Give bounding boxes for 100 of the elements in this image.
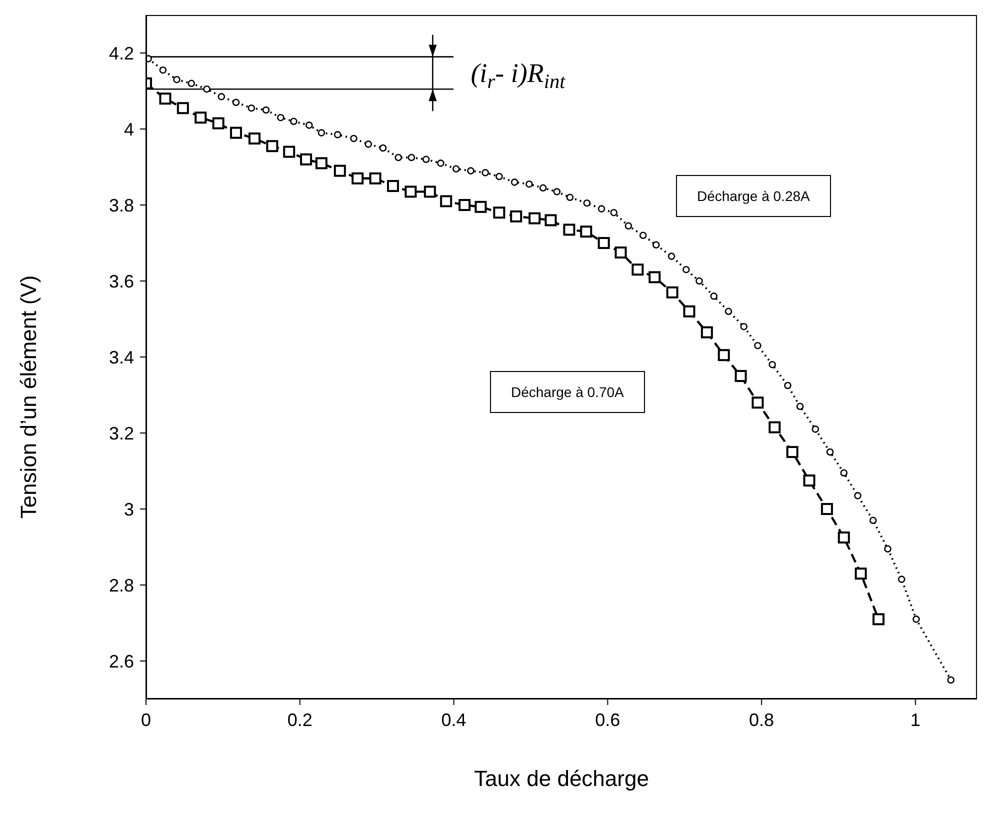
point: [159, 92, 172, 105]
point: [528, 212, 541, 224]
point: [668, 252, 676, 260]
x-axis-title: Taux de décharge: [474, 766, 649, 791]
x-tick-label: 0.6: [595, 710, 620, 730]
point: [580, 226, 592, 238]
point: [566, 194, 574, 202]
y-tick-label: 3.2: [108, 423, 134, 444]
point: [364, 140, 372, 148]
x-tick-label: 0.8: [749, 710, 774, 730]
text: Décharge à 0.70A: [490, 371, 645, 413]
point: [752, 396, 764, 409]
point: [869, 516, 877, 524]
point: [218, 93, 226, 100]
point: [318, 129, 326, 136]
point: [315, 157, 328, 170]
point: [173, 76, 180, 84]
point: [248, 104, 256, 112]
point: [614, 246, 627, 258]
point: [632, 264, 644, 276]
point: [624, 222, 632, 230]
point: [563, 224, 576, 236]
point: [194, 112, 207, 124]
point: [300, 153, 312, 166]
point: [700, 326, 713, 338]
point: [840, 469, 848, 477]
point: [768, 421, 781, 434]
point: [526, 180, 533, 188]
point: [734, 370, 747, 382]
point: [305, 122, 313, 129]
point: [334, 131, 342, 138]
point: [768, 360, 776, 368]
point: [812, 426, 820, 433]
point: [277, 114, 284, 122]
point: [350, 134, 358, 142]
y-tick-label: 4: [124, 119, 134, 140]
point: [598, 205, 606, 212]
point: [583, 199, 591, 207]
x-tick-label: 1: [910, 710, 920, 730]
point: [510, 178, 518, 186]
y-tick-label: 3.4: [108, 347, 134, 368]
point: [424, 186, 436, 198]
point: [724, 308, 732, 316]
point: [872, 613, 885, 626]
point: [598, 237, 610, 249]
point: [510, 210, 522, 222]
x-tick-label: 0.4: [441, 710, 466, 730]
point: [696, 277, 703, 285]
point: [553, 188, 561, 196]
point: [740, 322, 748, 330]
point: [188, 80, 196, 88]
point: [369, 172, 382, 184]
point: [496, 172, 503, 180]
y-tick-label: 3.6: [108, 271, 134, 292]
point: [786, 446, 798, 458]
point: [452, 165, 460, 173]
point: [408, 154, 416, 162]
y-tick-label: 4.2: [108, 43, 134, 64]
y-axis-title: Tension d’un élément (V): [16, 275, 41, 519]
point: [710, 292, 718, 300]
point: [947, 676, 954, 684]
point: [754, 342, 762, 350]
point: [248, 132, 260, 144]
annotation: (i$_{r}$- i)R$_{int}$: [470, 58, 567, 93]
point: [262, 106, 270, 114]
point: [422, 156, 430, 164]
point: [539, 184, 547, 192]
point: [898, 576, 906, 583]
text: Décharge à 0.28A: [676, 175, 831, 217]
point: [230, 126, 242, 139]
point: [159, 66, 167, 74]
point: [666, 286, 678, 298]
point: [820, 503, 833, 515]
point: [610, 208, 618, 216]
point: [474, 200, 487, 213]
point: [544, 214, 557, 226]
y-tick-label: 2.6: [108, 651, 134, 672]
point: [796, 402, 804, 410]
point: [854, 568, 867, 580]
point: [639, 232, 647, 240]
point: [404, 186, 417, 198]
point: [290, 118, 298, 126]
point: [884, 545, 892, 553]
point: [458, 199, 471, 211]
point: [493, 206, 506, 219]
point: [854, 492, 862, 500]
y-tick-label: 2.8: [108, 575, 134, 596]
point: [203, 85, 210, 93]
point: [803, 474, 816, 486]
point: [652, 241, 660, 249]
point: [683, 305, 696, 318]
point: [352, 172, 364, 184]
x-tick-label: 0: [140, 710, 152, 730]
x-tick-label: 0.2: [287, 710, 312, 730]
point: [648, 271, 661, 284]
point: [912, 616, 920, 623]
point: [784, 382, 792, 390]
point: [232, 98, 240, 106]
point: [838, 532, 850, 544]
point: [386, 180, 399, 192]
